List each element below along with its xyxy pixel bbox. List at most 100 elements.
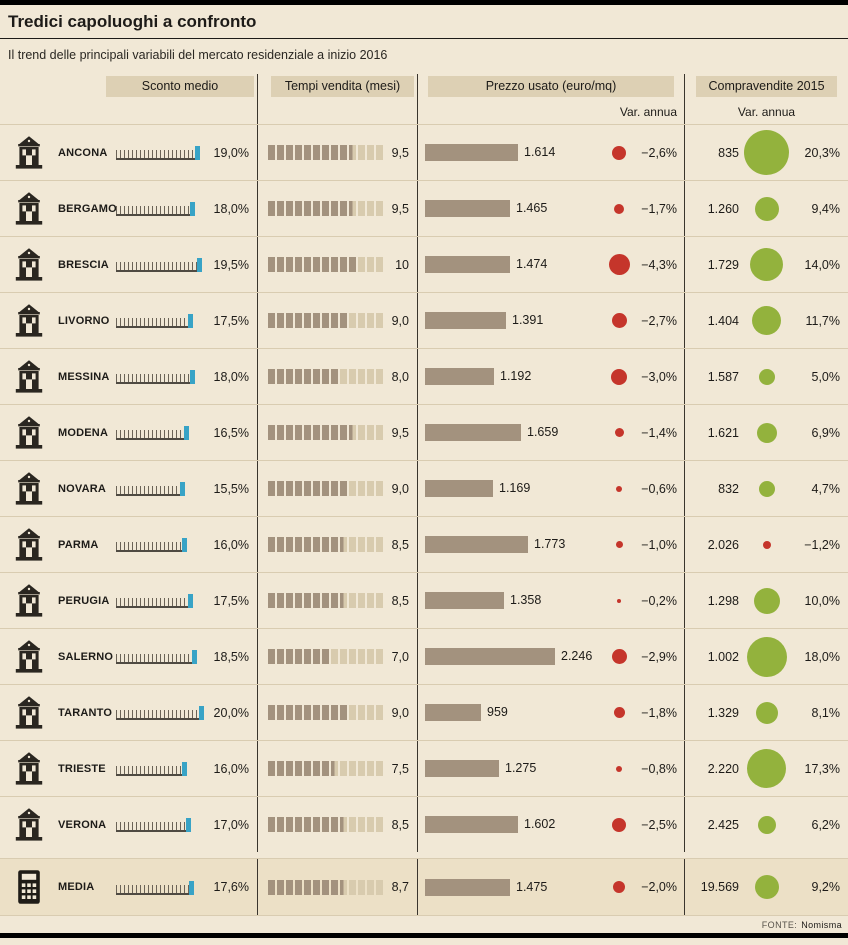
price-variation-dot (608, 254, 630, 275)
price-variation-dot-slot (597, 541, 641, 548)
price-value: 959 (487, 705, 508, 719)
bottom-rule (0, 933, 848, 938)
sale-time-segment (376, 481, 383, 496)
building-icon (6, 690, 52, 736)
ruler-baseline (116, 830, 189, 832)
sale-time-segment (295, 649, 302, 664)
price-value: 1.773 (534, 537, 566, 551)
sale-time-segment (277, 817, 284, 832)
sale-time-segment (367, 257, 374, 272)
sale-time-segment (331, 257, 338, 272)
sale-time-segment (304, 313, 311, 328)
column-header-sconto: Sconto medio (106, 76, 254, 97)
city-name: LIVORNO (58, 314, 110, 327)
price-bar-area: 1.275 (425, 760, 597, 777)
transactions-variation-dot-slot (739, 422, 794, 443)
sale-time-segment (340, 257, 347, 272)
ruler-ticks (116, 486, 183, 494)
discount-ruler (116, 145, 206, 160)
sale-time-segment (295, 537, 302, 552)
ruler-marker-icon (192, 650, 197, 664)
sale-time-segment (358, 537, 365, 552)
transactions-variation-dot (758, 368, 775, 385)
sale-time-segment (268, 201, 275, 216)
sale-time-segment (286, 425, 293, 440)
sale-time-segment (340, 761, 347, 776)
table-row: MODENA 16,5% 9,5 1.659 −1,4% 1.621 (0, 404, 848, 460)
sale-time-value: 8,5 (391, 593, 409, 608)
price-bar-area: 1.475 (425, 878, 597, 896)
sale-time-segment (331, 761, 338, 776)
transactions-variation-dot (754, 875, 779, 899)
discount-ruler (116, 201, 206, 216)
sale-time-segment (268, 649, 275, 664)
transactions-variation-dot (753, 587, 780, 614)
sale-time-segment (277, 313, 284, 328)
discount-ruler (116, 761, 206, 776)
sale-time-segment (313, 761, 320, 776)
sale-time-bar (268, 705, 383, 720)
discount-value: 19,5% (213, 257, 249, 272)
sale-time-segment (304, 593, 311, 608)
sale-time-segment (277, 481, 284, 496)
transactions-variation-dot (756, 422, 777, 443)
ruler-marker-icon (186, 818, 191, 832)
sale-time-segment (340, 649, 347, 664)
price-bar (425, 704, 481, 721)
sale-time-segment (268, 257, 275, 272)
sale-time-segment (277, 593, 284, 608)
transactions-variation-dot-slot (739, 749, 794, 788)
city-name: BRESCIA (58, 258, 109, 271)
ruler-ticks (116, 654, 195, 662)
ruler-marker-icon (189, 880, 194, 895)
sale-time-segment (349, 145, 356, 160)
price-value: 1.614 (524, 145, 556, 159)
sale-time-value: 10 (395, 257, 409, 272)
sale-time-segment (358, 481, 365, 496)
sale-time-segment (331, 201, 338, 216)
transactions-value: 2.026 (707, 537, 739, 552)
transactions-variation-dot (744, 130, 789, 175)
ruler-baseline (116, 326, 191, 328)
sale-time-segment (358, 257, 365, 272)
sale-time-value: 7,5 (391, 761, 409, 776)
sale-time-segment (376, 425, 383, 440)
price-variation-dot-slot (597, 598, 641, 603)
transactions-value: 1.621 (707, 425, 739, 440)
transactions-variation-value: 9,4% (811, 201, 841, 216)
sale-time-segment (376, 145, 383, 160)
price-variation-dot-slot (597, 254, 641, 275)
sale-time-segment (322, 649, 329, 664)
sale-time-segment (376, 369, 383, 384)
sale-time-segment (358, 817, 365, 832)
building-icon (6, 802, 52, 848)
sale-time-segment (313, 817, 320, 832)
ruler-ticks (116, 206, 193, 214)
table-row-media: MEDIA 17,6% 8,7 1.475 −2,0% 19.569 (0, 858, 848, 916)
price-value: 2.246 (561, 649, 593, 663)
sale-time-bar (268, 145, 383, 160)
sale-time-segment (304, 761, 311, 776)
discount-value: 17,5% (213, 313, 249, 328)
sale-time-segment (268, 145, 275, 160)
transactions-variation-value: 10,0% (804, 593, 840, 608)
sale-time-bar (268, 593, 383, 608)
sale-time-segment (367, 313, 374, 328)
price-variation-value: −3,0% (641, 369, 677, 384)
discount-value: 16,0% (213, 537, 249, 552)
transactions-value: 2.425 (707, 817, 739, 832)
sale-time-segment (349, 593, 356, 608)
sale-time-segment (367, 145, 374, 160)
sale-time-segment (340, 817, 347, 832)
sale-time-segment (295, 425, 302, 440)
subtitle: Il trend delle principali variabili del … (8, 48, 388, 62)
sale-time-segment (367, 425, 374, 440)
transactions-value: 19.569 (700, 880, 739, 894)
discount-ruler (116, 593, 206, 608)
sale-time-segment (340, 201, 347, 216)
sale-time-segment (376, 817, 383, 832)
transactions-variation-dot-slot (739, 248, 794, 281)
ruler-ticks (116, 262, 200, 270)
transactions-variation-dot-slot (739, 701, 794, 724)
sale-time-bar (268, 649, 383, 664)
